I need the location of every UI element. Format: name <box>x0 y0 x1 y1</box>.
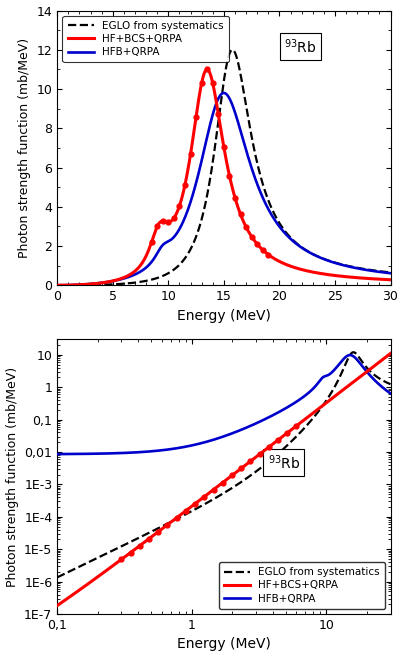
EGLO from systematics <box>55 281 60 289</box>
HF+BCS+QRPA <box>93 280 98 288</box>
EGLO from systematics <box>382 377 387 385</box>
EGLO from systematics <box>113 545 118 553</box>
X-axis label: Energy (MeV): Energy (MeV) <box>177 309 271 323</box>
HFB+QRPA <box>197 166 202 173</box>
HFB+QRPA <box>55 450 60 458</box>
Line: HF+BCS+QRPA: HF+BCS+QRPA <box>57 70 391 285</box>
Text: $^{93}$Rb: $^{93}$Rb <box>267 453 300 472</box>
HFB+QRPA <box>388 390 393 397</box>
Legend: EGLO from systematics, HF+BCS+QRPA, HFB+QRPA: EGLO from systematics, HF+BCS+QRPA, HFB+… <box>219 562 385 609</box>
HFB+QRPA <box>382 269 387 277</box>
EGLO from systematics <box>351 348 356 356</box>
EGLO from systematics <box>93 281 98 289</box>
EGLO from systematics <box>230 46 235 54</box>
HFB+QRPA <box>346 262 351 270</box>
Text: $^{93}$Rb: $^{93}$Rb <box>284 37 317 56</box>
EGLO from systematics <box>388 269 393 277</box>
Y-axis label: Photon strength function (mb/MeV): Photon strength function (mb/MeV) <box>6 367 19 587</box>
EGLO from systematics <box>113 281 118 288</box>
Line: EGLO from systematics: EGLO from systematics <box>57 352 391 578</box>
EGLO from systematics <box>197 223 202 231</box>
HFB+QRPA <box>55 281 60 289</box>
X-axis label: Energy (MeV): Energy (MeV) <box>177 637 271 652</box>
HF+BCS+QRPA <box>382 275 387 283</box>
HF+BCS+QRPA <box>93 575 98 583</box>
HF+BCS+QRPA <box>197 91 202 99</box>
Legend: EGLO from systematics, HF+BCS+QRPA, HFB+QRPA: EGLO from systematics, HF+BCS+QRPA, HFB+… <box>63 16 229 62</box>
EGLO from systematics <box>183 254 187 262</box>
EGLO from systematics <box>55 574 60 581</box>
HF+BCS+QRPA <box>113 277 118 284</box>
Y-axis label: Photon strength function (mb/MeV): Photon strength function (mb/MeV) <box>18 38 31 258</box>
EGLO from systematics <box>346 355 351 363</box>
HFB+QRPA <box>113 449 118 457</box>
HFB+QRPA <box>346 351 351 359</box>
Line: HF+BCS+QRPA: HF+BCS+QRPA <box>57 353 391 606</box>
HFB+QRPA <box>93 450 98 458</box>
HFB+QRPA <box>183 214 187 221</box>
EGLO from systematics <box>382 268 387 276</box>
HF+BCS+QRPA <box>388 276 393 284</box>
HFB+QRPA <box>93 280 98 288</box>
HF+BCS+QRPA <box>113 560 118 568</box>
HF+BCS+QRPA <box>55 281 60 289</box>
HF+BCS+QRPA <box>381 355 386 363</box>
HF+BCS+QRPA <box>183 181 187 189</box>
EGLO from systematics <box>346 262 351 270</box>
EGLO from systematics <box>388 380 393 388</box>
Line: HFB+QRPA: HFB+QRPA <box>57 355 391 454</box>
HF+BCS+QRPA <box>346 382 351 390</box>
HFB+QRPA <box>382 384 387 392</box>
HFB+QRPA <box>183 443 187 451</box>
HF+BCS+QRPA <box>346 273 351 281</box>
HF+BCS+QRPA <box>388 350 393 357</box>
HFB+QRPA <box>113 277 118 284</box>
Line: EGLO from systematics: EGLO from systematics <box>57 50 391 285</box>
EGLO from systematics <box>183 510 187 518</box>
EGLO from systematics <box>93 555 98 563</box>
Line: HFB+QRPA: HFB+QRPA <box>57 93 391 285</box>
HFB+QRPA <box>388 269 393 277</box>
EGLO from systematics <box>197 503 202 511</box>
HF+BCS+QRPA <box>205 66 210 74</box>
HFB+QRPA <box>197 440 202 447</box>
HF+BCS+QRPA <box>197 497 202 505</box>
HF+BCS+QRPA <box>183 507 187 515</box>
HFB+QRPA <box>347 351 352 359</box>
HF+BCS+QRPA <box>55 602 60 610</box>
HFB+QRPA <box>221 89 226 97</box>
